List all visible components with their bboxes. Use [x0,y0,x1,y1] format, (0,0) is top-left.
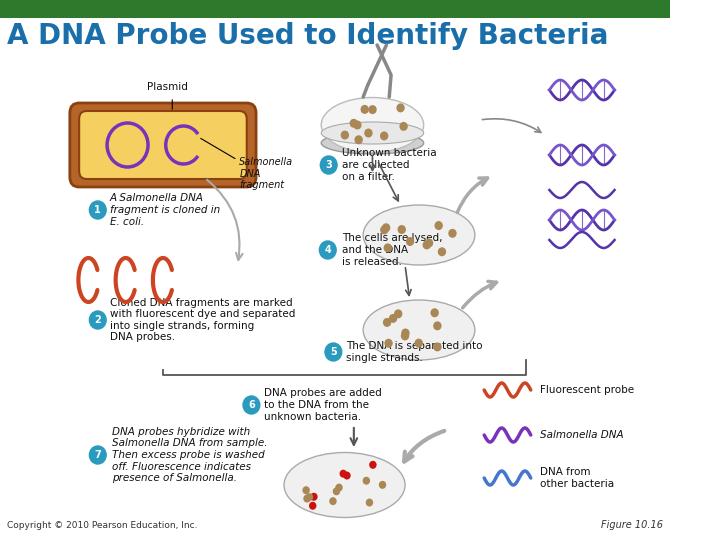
Circle shape [302,486,310,494]
Circle shape [406,237,414,246]
Circle shape [382,223,390,232]
Text: 4: 4 [325,245,331,255]
FancyBboxPatch shape [70,103,256,187]
Text: A DNA Probe Used to Identify Bacteria: A DNA Probe Used to Identify Bacteria [7,22,609,50]
Circle shape [397,225,406,234]
Circle shape [310,493,318,501]
Circle shape [369,105,377,114]
Ellipse shape [284,453,405,517]
Text: DNA from
other bacteria: DNA from other bacteria [540,467,614,489]
Text: Cloned DNA fragments are marked
with fluorescent dye and separated
into single s: Cloned DNA fragments are marked with flu… [110,298,295,342]
Text: 6: 6 [248,400,255,410]
Circle shape [354,135,363,144]
FancyArrowPatch shape [457,178,487,212]
Circle shape [243,396,260,414]
Circle shape [389,314,397,323]
Text: The cells are lysed,
and the DNA
is released.: The cells are lysed, and the DNA is rele… [342,233,442,267]
Ellipse shape [321,98,423,152]
Circle shape [333,487,340,495]
Circle shape [401,332,409,340]
Text: 3: 3 [325,160,332,170]
Circle shape [350,119,358,128]
Circle shape [431,308,439,318]
FancyArrowPatch shape [463,281,497,308]
Circle shape [320,241,336,259]
Circle shape [433,342,441,352]
FancyArrowPatch shape [207,180,243,260]
Circle shape [380,131,388,140]
Circle shape [400,122,408,131]
Text: 7: 7 [94,450,101,460]
FancyBboxPatch shape [79,111,247,179]
Circle shape [306,493,313,501]
Circle shape [309,502,316,510]
Circle shape [340,470,347,478]
Circle shape [361,105,369,114]
Text: Figure 10.16: Figure 10.16 [601,520,663,530]
Text: Copyright © 2010 Pearson Education, Inc.: Copyright © 2010 Pearson Education, Inc. [7,521,198,530]
Circle shape [380,225,389,234]
Text: The DNA is separated into
single strands.: The DNA is separated into single strands… [346,341,483,363]
Circle shape [107,123,148,167]
Text: 5: 5 [330,347,337,357]
Circle shape [89,311,106,329]
Text: Salmonella DNA: Salmonella DNA [540,430,624,440]
Text: Unknown bacteria
are collected
on a filter.: Unknown bacteria are collected on a filt… [342,148,436,181]
Ellipse shape [321,132,423,154]
Ellipse shape [363,300,475,360]
Circle shape [354,120,361,130]
Circle shape [384,339,392,348]
Circle shape [384,244,392,252]
Circle shape [433,321,441,330]
Circle shape [303,495,311,503]
Text: Plasmid: Plasmid [147,82,188,92]
Circle shape [383,318,391,327]
Circle shape [434,221,443,230]
Circle shape [423,240,431,249]
Circle shape [438,247,446,256]
Circle shape [325,343,342,361]
Text: Fluorescent probe: Fluorescent probe [540,385,634,395]
Circle shape [89,201,106,219]
Circle shape [336,484,343,491]
Ellipse shape [363,205,475,265]
Circle shape [415,339,423,348]
Circle shape [449,229,456,238]
Text: DNA probes hybridize with
Salmonella DNA from sample.
Then excess probe is washe: DNA probes hybridize with Salmonella DNA… [112,427,267,483]
Text: 1: 1 [94,205,101,215]
Circle shape [343,471,351,480]
Circle shape [394,309,402,318]
Bar [0,0,670,18]
Text: Salmonella
DNA
fragment: Salmonella DNA fragment [239,157,294,190]
Circle shape [329,497,337,505]
Circle shape [369,461,377,469]
Circle shape [379,481,386,489]
Circle shape [89,446,106,464]
Circle shape [364,129,373,138]
Circle shape [320,156,337,174]
Circle shape [366,498,373,507]
Ellipse shape [321,122,423,144]
Circle shape [341,131,349,139]
Circle shape [425,239,433,247]
Text: DNA probes are added
to the DNA from the
unknown bacteria.: DNA probes are added to the DNA from the… [264,388,382,422]
Text: A Salmonella DNA
fragment is cloned in
E. coli.: A Salmonella DNA fragment is cloned in E… [110,193,220,227]
Circle shape [397,103,405,112]
FancyArrowPatch shape [404,431,444,462]
Circle shape [363,477,370,485]
Text: 2: 2 [94,315,101,325]
Circle shape [401,328,410,338]
